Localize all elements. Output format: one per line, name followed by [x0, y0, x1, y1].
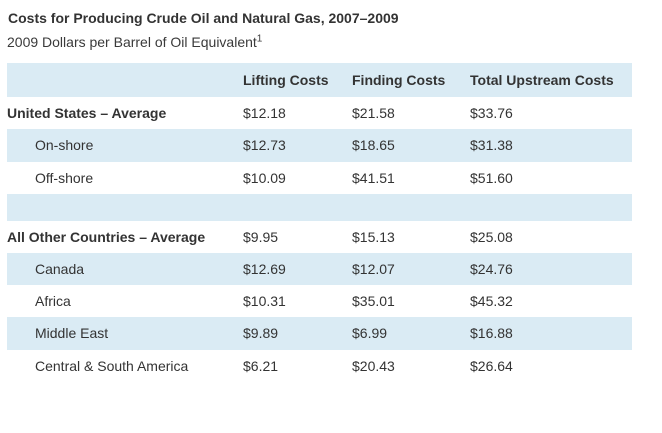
total-upstream-cost-value: $51.60	[470, 169, 513, 186]
costs-table: Lifting Costs Finding Costs Total Upstre…	[7, 63, 632, 382]
finding-cost-value: $41.51	[352, 169, 395, 186]
spacer-cell	[7, 193, 632, 221]
lifting-cost-value: $10.09	[243, 169, 286, 186]
spacer-row	[7, 193, 632, 221]
lifting-cost-value: $12.18	[243, 105, 286, 122]
footnote-marker: 1	[256, 33, 263, 45]
lifting-cost-value: $12.73	[243, 129, 352, 162]
row-label: Africa	[35, 293, 71, 310]
page-subtitle: 2009 Dollars per Barrel of Oil Equivalen…	[7, 34, 662, 50]
row-label: Central & South America	[35, 357, 189, 374]
finding-cost-value: $18.65	[352, 129, 470, 162]
finding-cost-value: $35.01	[352, 293, 395, 310]
total-upstream-cost-value: $24.76	[470, 252, 632, 286]
total-upstream-cost-value: $26.64	[470, 357, 513, 374]
total-upstream-cost-value: $33.76	[470, 105, 513, 122]
table-row-all-other-countries-average: All Other Countries – Average $9.95 $15.…	[7, 221, 632, 253]
table-row-africa: Africa $10.31 $35.01 $45.32	[7, 285, 632, 317]
finding-cost-value: $15.13	[352, 228, 395, 245]
row-label: On-shore	[7, 129, 243, 162]
row-label: Canada	[7, 252, 243, 286]
table-row-us-average: United States – Average $12.18 $21.58 $3…	[7, 97, 632, 129]
lifting-cost-value: $12.69	[243, 252, 352, 286]
finding-cost-value: $12.07	[352, 252, 470, 286]
finding-cost-value: $20.43	[352, 357, 395, 374]
lifting-cost-value: $9.95	[243, 228, 279, 245]
row-label: Middle East	[7, 317, 243, 350]
header-category	[7, 63, 243, 98]
table-row-on-shore: On-shore $12.73 $18.65 $31.38	[7, 129, 632, 162]
page-title: Costs for Producing Crude Oil and Natura…	[8, 10, 399, 26]
total-upstream-cost-value: $45.32	[470, 293, 513, 310]
finding-cost-value: $21.58	[352, 105, 395, 122]
finding-cost-value: $6.99	[352, 317, 470, 350]
total-upstream-cost-value: $31.38	[470, 129, 632, 162]
header-lifting-costs: Lifting Costs	[243, 63, 352, 98]
page: Costs for Producing Crude Oil and Natura…	[7, 10, 662, 382]
header-total-upstream-costs: Total Upstream Costs	[470, 63, 632, 98]
table-row-off-shore: Off-shore $10.09 $41.51 $51.60	[7, 162, 632, 194]
table-row-canada: Canada $12.69 $12.07 $24.76	[7, 252, 632, 286]
row-label: United States – Average	[7, 105, 167, 122]
row-label: All Other Countries – Average	[7, 228, 206, 245]
total-upstream-cost-value: $16.88	[470, 317, 632, 350]
row-label: Off-shore	[35, 169, 94, 186]
header-row: Lifting Costs Finding Costs Total Upstre…	[7, 63, 632, 98]
table-row-central-south-america: Central & South America $6.21 $20.43 $26…	[7, 350, 632, 382]
lifting-cost-value: $9.89	[243, 317, 352, 350]
lifting-cost-value: $10.31	[243, 293, 286, 310]
subtitle-text: 2009 Dollars per Barrel of Oil Equivalen…	[7, 34, 257, 50]
table-row-middle-east: Middle East $9.89 $6.99 $16.88	[7, 317, 632, 350]
lifting-cost-value: $6.21	[243, 357, 279, 374]
total-upstream-cost-value: $25.08	[470, 228, 513, 245]
header-finding-costs: Finding Costs	[352, 63, 470, 98]
